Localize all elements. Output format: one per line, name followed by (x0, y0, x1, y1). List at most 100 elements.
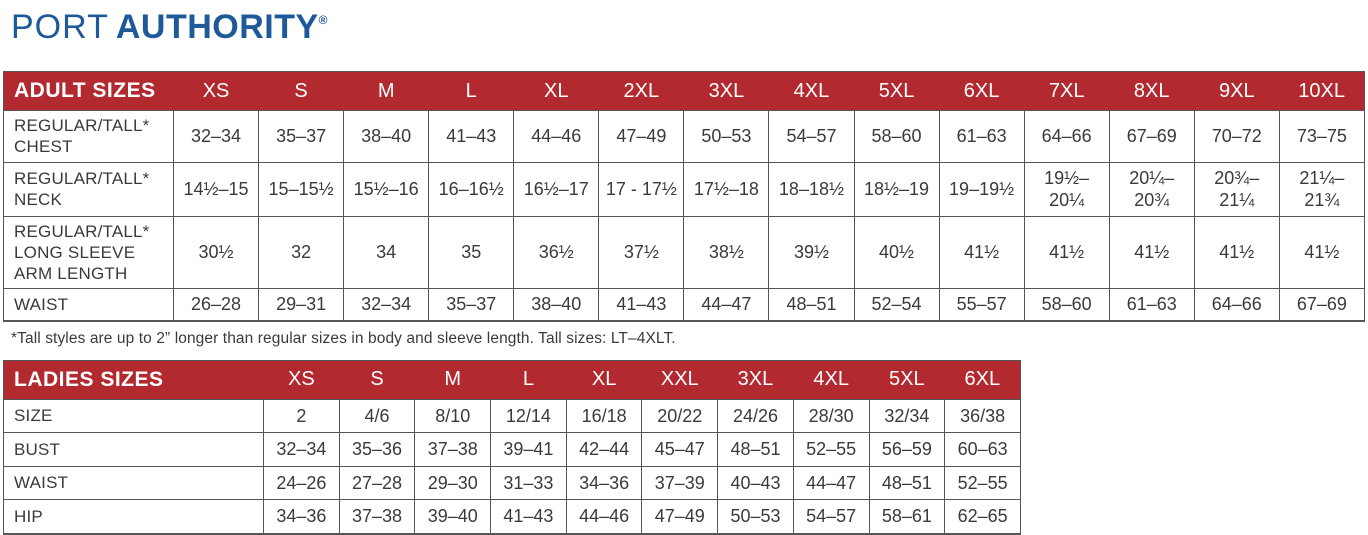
column-header-m: M (343, 71, 429, 111)
size-value-cell: 44–47 (683, 288, 770, 322)
table-row: WAIST 24–26 27–28 29–30 31–33 34–36 37–39 40–43… (3, 465, 1021, 501)
size-value-cell: 38–40 (513, 288, 600, 322)
row-label: HIP (3, 499, 264, 535)
size-value-cell: 20¼– 20¾ (1108, 161, 1195, 217)
size-value-cell: 41½ (1278, 215, 1366, 290)
port-authority-logo: PORT AUTHORITY® (3, 8, 1365, 47)
table-row: SIZE 2 4/6 8/10 12/14 16/18 20/22 24/26 28/30 32/… (3, 398, 1021, 434)
column-header-xxl: XXL (641, 360, 718, 400)
size-value-cell: 50–53 (683, 110, 770, 163)
size-value-cell: 47–49 (598, 110, 685, 163)
size-value-cell: 35 (428, 215, 515, 290)
size-value-cell: 14½–15 (172, 161, 260, 217)
size-value-cell: 37–38 (338, 499, 416, 535)
column-header-xl: XL (566, 360, 642, 400)
column-header-2xl: 2XL (598, 71, 684, 111)
table-row: BUST 32–34 35–36 37–38 39–41 42–44 45–47 48–51 5… (3, 432, 1021, 467)
size-value-cell: 12/14 (490, 398, 567, 434)
size-value-cell: 34–36 (565, 465, 643, 501)
size-value-cell: 48–51 (868, 465, 946, 501)
size-value-cell: 29–30 (414, 465, 492, 501)
column-header-3xl: 3XL (717, 360, 794, 400)
size-value-cell: 61–63 (1108, 288, 1195, 322)
size-value-cell: 73–75 (1278, 110, 1366, 163)
size-value-cell: 55–57 (938, 288, 1025, 322)
size-value-cell: 60–63 (944, 432, 1021, 467)
row-label: REGULAR/TALL* LONG SLEEVE ARM LENGTH (3, 215, 174, 290)
size-value-cell: 15½–16 (343, 161, 430, 217)
size-value-cell: 41½ (1193, 215, 1280, 290)
size-value-cell: 41½ (1108, 215, 1195, 290)
size-value-cell: 41–43 (490, 499, 567, 535)
size-value-cell: 8/10 (414, 398, 492, 434)
size-value-cell: 37–38 (414, 432, 492, 467)
size-value-cell: 2 (263, 398, 340, 434)
size-value-cell: 39–41 (490, 432, 567, 467)
size-value-cell: 54–57 (792, 499, 870, 535)
row-label: WAIST (3, 465, 264, 501)
size-value-cell: 52–55 (944, 465, 1021, 501)
size-value-cell: 61–63 (938, 110, 1025, 163)
adult-sizes-table: ADULT SIZES XS S M L XL 2XL 3XL 4XL 5XL 6XL 7XL 8XL 9… (3, 71, 1366, 322)
size-value-cell: 17½–18 (683, 161, 770, 217)
logo-registered-mark-icon: ® (318, 13, 328, 27)
column-header-6xl: 6XL (944, 360, 1021, 400)
size-value-cell: 42–44 (565, 432, 643, 467)
size-value-cell: 36½ (513, 215, 600, 290)
size-value-cell: 44–46 (565, 499, 643, 535)
size-value-cell: 50–53 (717, 499, 794, 535)
column-header-xl: XL (513, 71, 599, 111)
size-value-cell: 32 (258, 215, 345, 290)
size-value-cell: 19–19½ (938, 161, 1025, 217)
size-value-cell: 36/38 (944, 398, 1021, 434)
column-header-s: S (258, 71, 344, 111)
size-value-cell: 32–34 (343, 288, 430, 322)
size-value-cell: 41–43 (598, 288, 685, 322)
size-value-cell: 28/30 (792, 398, 870, 434)
size-value-cell: 20/22 (641, 398, 719, 434)
size-value-cell: 19½– 20¼ (1023, 161, 1110, 217)
column-header-l: L (428, 71, 514, 111)
size-value-cell: 17 - 17½ (598, 161, 685, 217)
column-header-6xl: 6XL (939, 71, 1025, 111)
size-value-cell: 64–66 (1193, 288, 1280, 322)
size-value-cell: 40½ (853, 215, 940, 290)
size-value-cell: 70–72 (1193, 110, 1280, 163)
header-row: ADULT SIZES XS S M L XL 2XL 3XL 4XL 5XL 6XL 7XL 8XL 9… (3, 71, 1365, 111)
table-title: ADULT SIZES (3, 71, 174, 111)
size-value-cell: 47–49 (641, 499, 719, 535)
column-header-8xl: 8XL (1109, 71, 1195, 111)
size-value-cell: 56–59 (868, 432, 946, 467)
size-value-cell: 39½ (768, 215, 855, 290)
row-label: WAIST (3, 288, 174, 322)
size-value-cell: 24/26 (717, 398, 794, 434)
row-label: REGULAR/TALL* NECK (3, 161, 174, 217)
size-value-cell: 29–31 (258, 288, 345, 322)
size-value-cell: 15–15½ (258, 161, 345, 217)
size-value-cell: 4/6 (338, 398, 416, 434)
size-value-cell: 21¼– 21¾ (1278, 161, 1366, 217)
size-value-cell: 38–40 (343, 110, 430, 163)
size-value-cell: 37–39 (641, 465, 719, 501)
column-header-10xl: 10XL (1279, 71, 1365, 111)
size-value-cell: 35–36 (338, 432, 416, 467)
table-row: REGULAR/TALL* LONG SLEEVE ARM LENGTH 30½ 3… (3, 215, 1366, 290)
size-value-cell: 58–61 (868, 499, 946, 535)
size-value-cell: 16–16½ (428, 161, 515, 217)
size-value-cell: 20¾– 21¼ (1193, 161, 1280, 217)
size-value-cell: 52–54 (853, 288, 940, 322)
size-value-cell: 67–69 (1278, 288, 1366, 322)
size-value-cell: 64–66 (1023, 110, 1110, 163)
size-value-cell: 41½ (1023, 215, 1110, 290)
size-value-cell: 35–37 (428, 288, 515, 322)
column-header-xs: XS (263, 360, 340, 400)
size-value-cell: 16/18 (565, 398, 643, 434)
size-value-cell: 16½–17 (513, 161, 600, 217)
ladies-sizes-table: LADIES SIZES XS S M L XL XXL 3XL 4XL 5XL 6XL SIZE 2 4… (3, 359, 1021, 535)
size-value-cell: 48–51 (717, 432, 794, 467)
header-row: LADIES SIZES XS S M L XL XXL 3XL 4XL 5XL 6XL (3, 360, 1021, 400)
size-value-cell: 41–43 (428, 110, 515, 163)
size-value-cell: 45–47 (641, 432, 719, 467)
column-header-m: M (414, 360, 491, 400)
logo-port-text: PORT (11, 8, 109, 46)
